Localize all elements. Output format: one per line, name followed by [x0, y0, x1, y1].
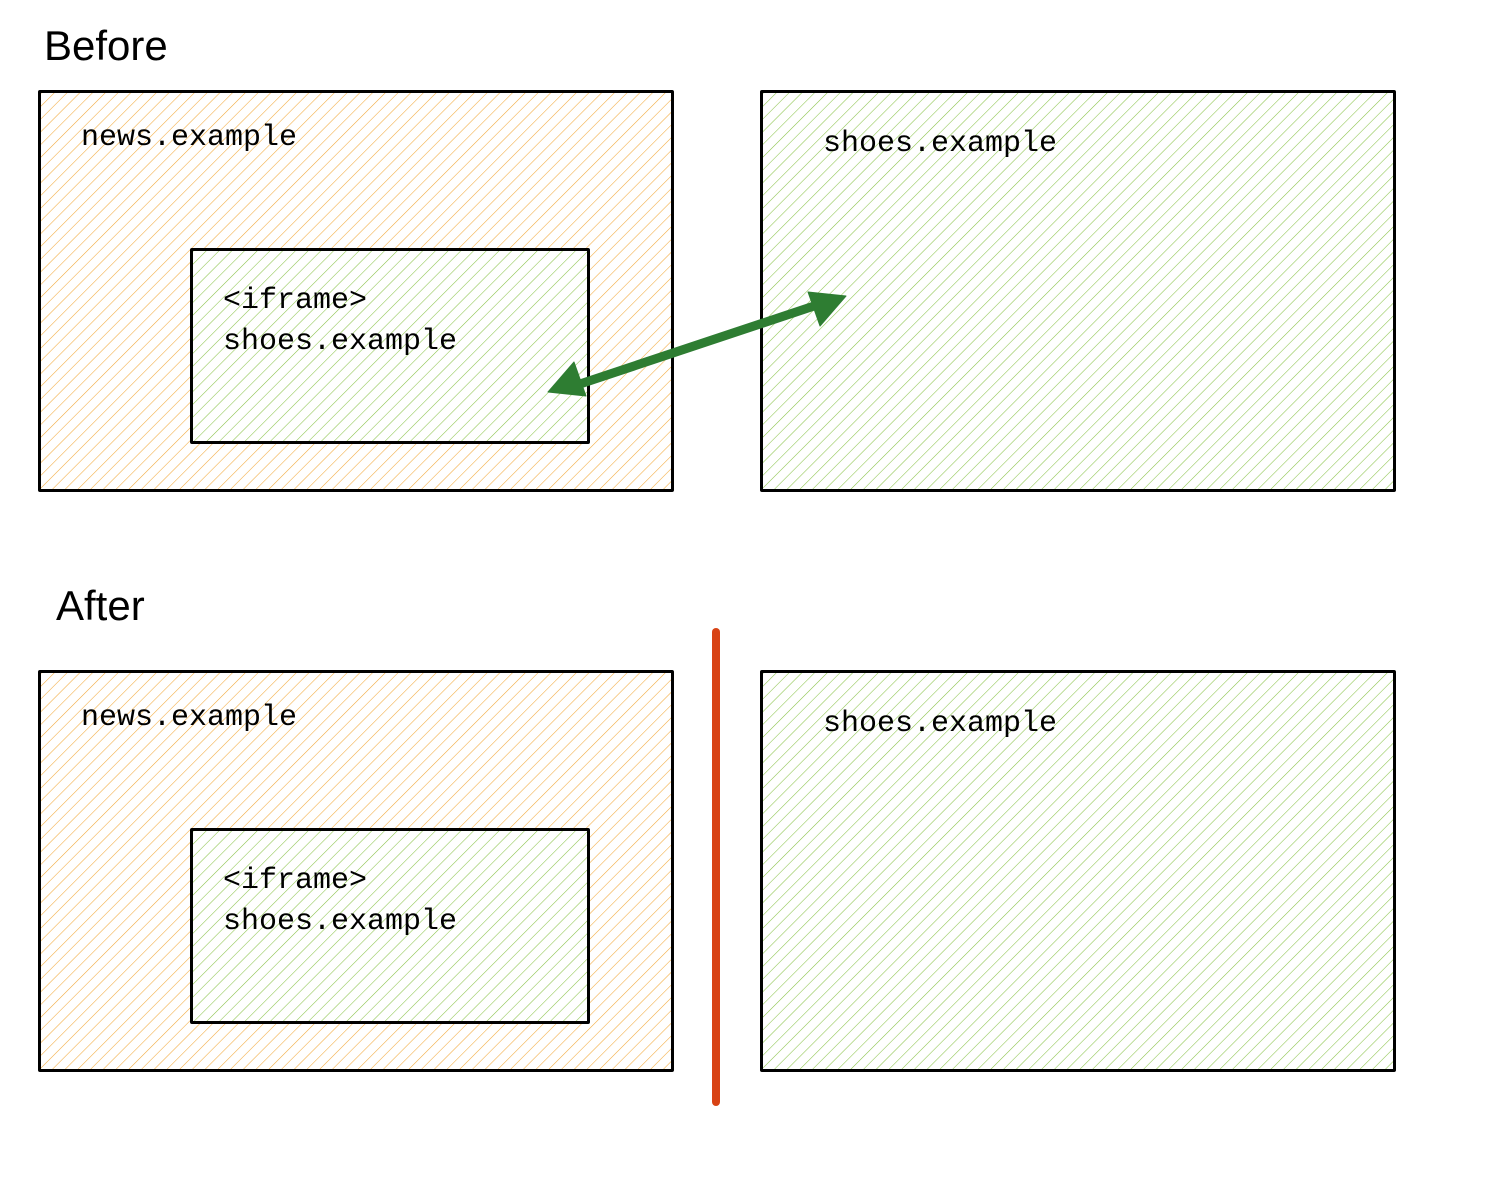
heading-before-text: Before: [44, 22, 168, 69]
label-before-news: news.example: [81, 121, 297, 155]
diagram-canvas: Before After news.example <iframe>: [20, 20, 1506, 1174]
heading-before: Before: [44, 22, 168, 70]
heading-after: After: [56, 582, 145, 630]
label-after-news: news.example: [81, 701, 297, 735]
box-before-shoes: shoes.example: [760, 90, 1396, 492]
label-before-iframe: <iframe> shoes.example: [223, 281, 457, 362]
box-before-iframe: <iframe> shoes.example: [190, 248, 590, 444]
box-after-iframe: <iframe> shoes.example: [190, 828, 590, 1024]
label-after-shoes: shoes.example: [823, 707, 1057, 741]
box-after-shoes: shoes.example: [760, 670, 1396, 1072]
label-before-shoes: shoes.example: [823, 127, 1057, 161]
heading-after-text: After: [56, 582, 145, 629]
label-after-iframe: <iframe> shoes.example: [223, 861, 457, 942]
